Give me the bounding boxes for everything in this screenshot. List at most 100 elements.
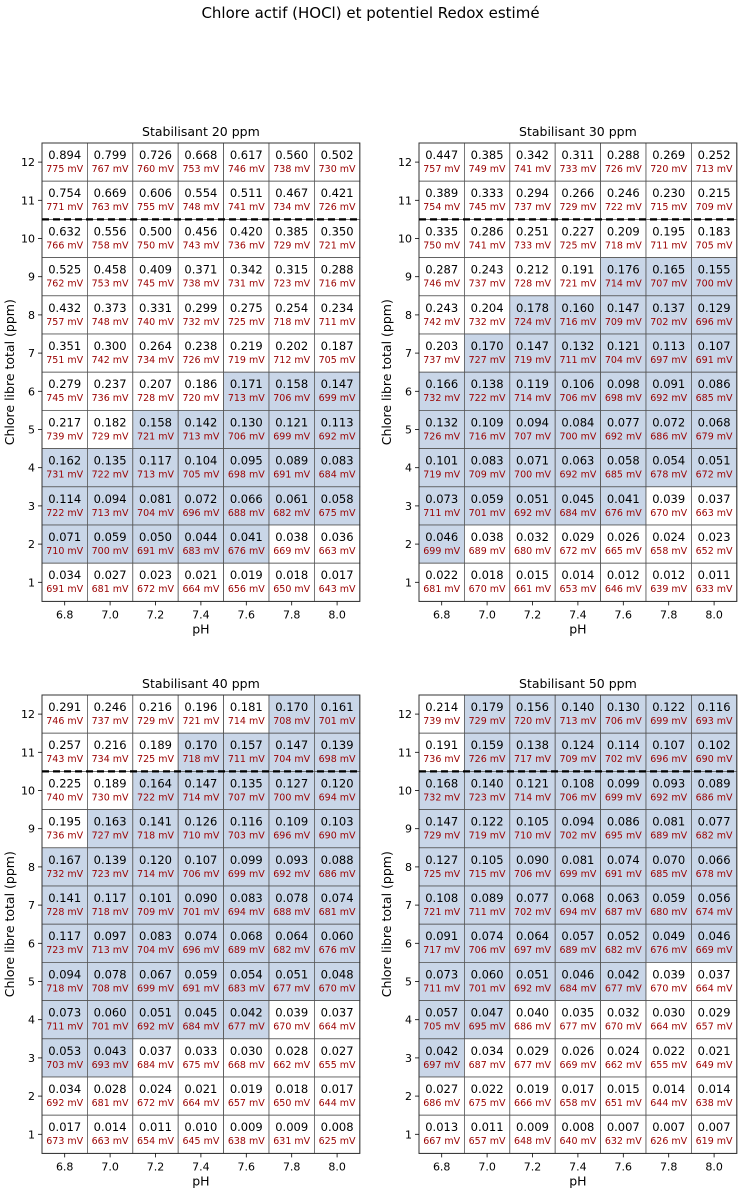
cell-value: 0.094 xyxy=(48,967,81,981)
cell-mv: 760 mV xyxy=(137,164,174,175)
table-cell xyxy=(132,1000,179,1040)
cell-mv: 681 mV xyxy=(92,584,129,595)
cell-value: 0.060 xyxy=(94,1006,127,1020)
cell-mv: 704 mV xyxy=(273,754,310,765)
cell-mv: 711 mV xyxy=(46,1022,83,1033)
cell-value: 0.170 xyxy=(184,738,217,752)
cell-mv: 732 mV xyxy=(469,317,506,328)
cell-value: 0.063 xyxy=(561,454,594,468)
cell-mv: 718 mV xyxy=(605,240,642,251)
y-tick-label: 6 xyxy=(405,937,412,950)
cell-mv: 670 mV xyxy=(605,1022,642,1033)
y-tick-label: 12 xyxy=(398,156,412,169)
cell-value: 0.164 xyxy=(139,776,172,790)
cell-value: 0.023 xyxy=(698,530,731,544)
cell-mv: 736 mV xyxy=(46,831,83,842)
cell-mv: 739 mV xyxy=(423,716,460,727)
cell-value: 0.019 xyxy=(516,1082,549,1096)
y-tick-label: 1 xyxy=(405,1128,412,1141)
cell-mv: 694 mV xyxy=(228,907,265,918)
cell-value: 0.034 xyxy=(48,1082,81,1096)
cell-mv: 699 mV xyxy=(423,546,460,557)
cell-mv: 717 mV xyxy=(514,754,551,765)
cell-value: 0.093 xyxy=(652,776,685,790)
table-cell xyxy=(87,1000,134,1040)
cell-value: 0.042 xyxy=(607,967,640,981)
cell-mv: 719 mV xyxy=(228,355,265,366)
cell-value: 0.171 xyxy=(230,377,263,391)
cell-value: 0.227 xyxy=(561,224,594,238)
cell-mv: 694 mV xyxy=(559,907,596,918)
cell-value: 0.122 xyxy=(471,815,504,829)
table-cell xyxy=(268,847,315,887)
cell-mv: 663 mV xyxy=(92,1136,129,1147)
cell-mv: 707 mV xyxy=(650,279,687,290)
cell-value: 0.155 xyxy=(698,263,731,277)
cell-mv: 723 mV xyxy=(469,792,506,803)
cell-mv: 741 mV xyxy=(469,240,506,251)
table-cell xyxy=(691,732,738,772)
cell-value: 0.139 xyxy=(94,853,127,867)
cell-value: 0.054 xyxy=(652,454,685,468)
cell-value: 0.668 xyxy=(184,148,217,162)
cell-mv: 713 mV xyxy=(92,508,129,519)
cell-value: 0.371 xyxy=(184,263,217,277)
table-cell xyxy=(554,562,602,602)
cell-mv: 692 mV xyxy=(605,431,642,442)
cell-mv: 664 mV xyxy=(182,584,219,595)
subplot-title: Stabilisant 40 ppm xyxy=(142,676,260,691)
table-cell xyxy=(463,371,511,411)
table-cell xyxy=(268,180,315,220)
cell-value: 0.056 xyxy=(698,891,731,905)
cell-value: 0.288 xyxy=(607,148,640,162)
cell-mv: 713 mV xyxy=(559,716,596,727)
cell-value: 0.279 xyxy=(48,377,81,391)
table-cell xyxy=(554,962,602,1002)
cell-value: 0.121 xyxy=(275,415,308,429)
cell-value: 0.017 xyxy=(321,1082,354,1096)
cell-value: 0.122 xyxy=(652,700,685,714)
cell-mv: 657 mV xyxy=(469,1136,506,1147)
cell-value: 0.342 xyxy=(516,148,549,162)
table-cell xyxy=(132,295,179,335)
table-cell xyxy=(463,923,511,963)
x-tick-label: 7.2 xyxy=(524,608,542,621)
table-cell xyxy=(41,180,88,220)
cell-value: 0.081 xyxy=(652,815,685,829)
cell-mv: 723 mV xyxy=(46,945,83,956)
cell-mv: 762 mV xyxy=(46,279,83,290)
cell-value: 0.072 xyxy=(652,415,685,429)
cell-value: 0.108 xyxy=(561,776,594,790)
cell-value: 0.021 xyxy=(184,1082,217,1096)
cell-value: 0.137 xyxy=(652,301,685,315)
cell-value: 0.057 xyxy=(425,1006,458,1020)
cell-mv: 754 mV xyxy=(423,202,460,213)
table-cell xyxy=(554,371,602,411)
cell-mv: 733 mV xyxy=(559,164,596,175)
table-cell xyxy=(177,371,224,411)
cell-value: 0.458 xyxy=(94,263,127,277)
table-cell xyxy=(41,923,88,963)
cell-value: 0.037 xyxy=(698,967,731,981)
cell-mv: 767 mV xyxy=(92,164,129,175)
cell-value: 0.051 xyxy=(139,1006,172,1020)
cell-value: 0.089 xyxy=(471,891,504,905)
x-tick-label: 7.0 xyxy=(478,1160,496,1173)
cell-value: 0.102 xyxy=(698,738,731,752)
cell-value: 0.114 xyxy=(607,738,640,752)
table-cell xyxy=(41,218,88,258)
table-cell xyxy=(87,448,134,488)
cell-value: 0.060 xyxy=(321,929,354,943)
cell-value: 0.237 xyxy=(94,377,127,391)
cell-mv: 722 mV xyxy=(46,508,83,519)
cell-mv: 722 mV xyxy=(469,393,506,404)
cell-mv: 682 mV xyxy=(696,831,733,842)
cell-value: 0.264 xyxy=(139,339,172,353)
cell-mv: 706 mV xyxy=(605,716,642,727)
table-cell xyxy=(87,180,134,220)
cell-mv: 705 mV xyxy=(182,470,219,481)
cell-mv: 692 mV xyxy=(650,792,687,803)
cell-value: 0.217 xyxy=(48,415,81,429)
cell-mv: 679 mV xyxy=(696,431,733,442)
table-cell xyxy=(223,1114,270,1154)
